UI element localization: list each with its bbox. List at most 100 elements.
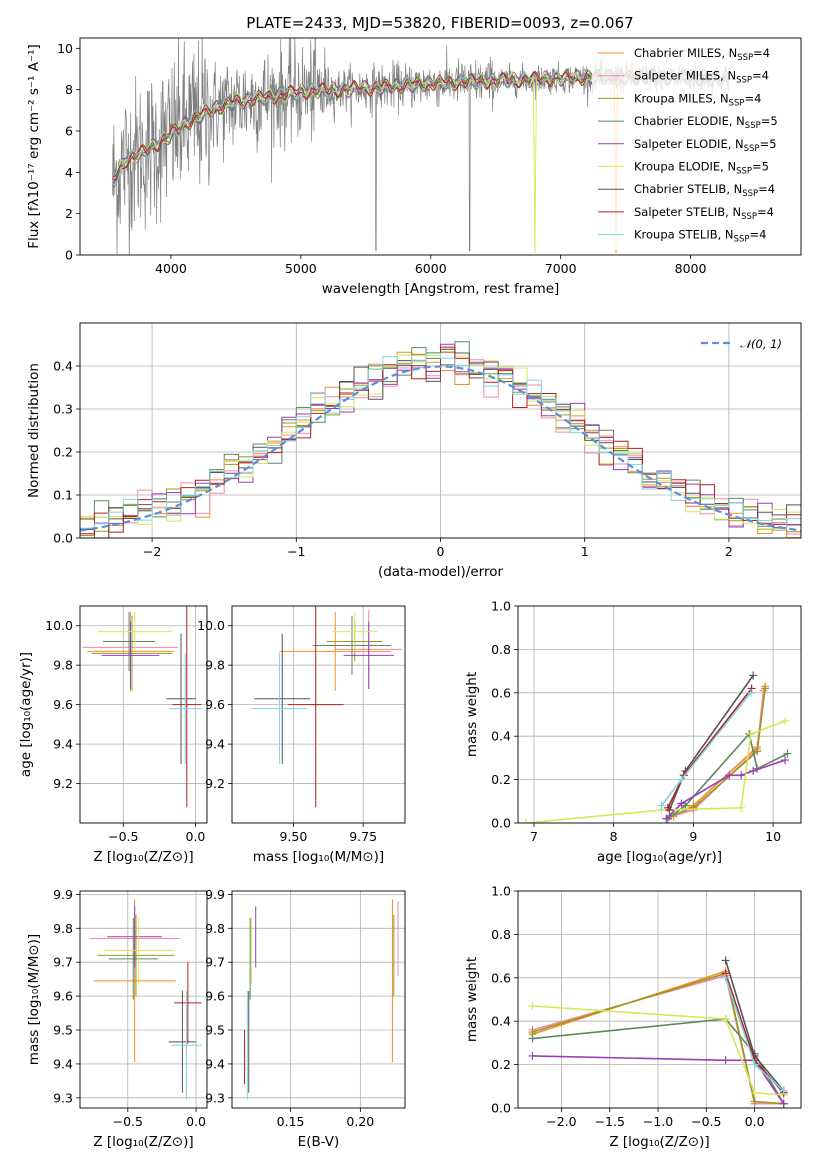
y-tick-label: 9.8 (205, 658, 225, 673)
legend-suffix: =4 (757, 205, 774, 219)
y-tick-label: 0.4 (491, 1014, 511, 1029)
errorbar-salpeter-elodie (107, 906, 162, 968)
legend-sub: SSP (736, 167, 752, 177)
x-axis-label: Z [log₁₀(Z/Z⊙)] (609, 1134, 709, 1150)
y-tick-label: 9.8 (53, 658, 73, 673)
y-tick-label: 2 (65, 206, 73, 221)
x-axis-label: Z [log₁₀(Z/Z⊙)] (93, 849, 193, 865)
legend-sub: SSP (729, 98, 745, 108)
errorbar-salpeter-elodie (101, 621, 160, 689)
legend-suffix: =4 (758, 182, 775, 196)
errorbar-chabrier-elodie (103, 611, 156, 672)
legend-box (592, 42, 797, 250)
y-tick-label: 9.8 (53, 921, 73, 936)
legend-suffix: =4 (744, 91, 761, 105)
plot-area-age_vs_mass (251, 606, 403, 808)
x-tick-label: −1 (287, 544, 305, 559)
y-tick-label: 9.6 (53, 989, 73, 1004)
x-tick-label: 0.0 (186, 1114, 206, 1129)
series-point-marker (749, 766, 758, 775)
y-tick-label: 0.0 (491, 816, 511, 831)
series-point-marker (528, 1034, 537, 1043)
legend-entry-salpeter-miles: Salpeter MILES, NSSP=4 (634, 69, 769, 86)
y-tick-label: 0.6 (491, 685, 511, 700)
normal-distribution-curve (80, 365, 801, 532)
errorbar-chabrier-elodie (108, 918, 158, 1000)
y-tick-label: 0.4 (53, 359, 73, 374)
x-tick-label: 0.15 (277, 1114, 305, 1129)
plot-area-residuals (80, 341, 801, 538)
y-tick-label: 9.9 (53, 887, 73, 902)
x-tick-label: 10 (765, 829, 781, 844)
errorbar-salpeter-stelib (174, 962, 202, 1044)
legend-entry-chabrier-stelib: Chabrier STELIB, NSSP=4 (634, 182, 775, 199)
series-point-marker (746, 730, 755, 739)
legend-label: Kroupa STELIB, N (634, 228, 734, 242)
y-tick-label: 9.3 (205, 1090, 225, 1105)
series-point-marker (721, 1015, 730, 1024)
legend-label: Salpeter MILES, N (634, 69, 736, 83)
series-point-marker (721, 973, 730, 982)
legend-sub: SSP (734, 235, 750, 245)
y-tick-label: 9.6 (205, 989, 225, 1004)
x-tick-label: 6000 (415, 261, 447, 276)
x-tick-label: 5000 (285, 261, 317, 276)
errorbar-salpeter-stelib (172, 606, 202, 808)
x-tick-label: 2 (725, 544, 733, 559)
legend-label: Chabrier ELODIE, N (634, 114, 745, 128)
y-axis-label: age [log₁₀(age/yr)] (18, 652, 34, 777)
legend-suffix: =4 (753, 46, 770, 60)
x-tick-label: 0.20 (346, 1114, 374, 1129)
axes-frame (517, 605, 802, 824)
legend-sub: SSP (744, 144, 760, 154)
series-point-marker (521, 819, 530, 823)
errorbar-kroupa-miles (91, 615, 173, 691)
axes-frame (231, 605, 406, 824)
legend-entry-kroupa-elodie: Kroupa ELODIE, NSSP=5 (634, 160, 769, 177)
axes-mass_vs_Z: −0.5 0.0 9.3 9.4 9.5 9.6 9.7 9.8 9.9 Z [log₁₀(Z/Z… (26, 887, 208, 1150)
series-point-marker (779, 1099, 788, 1108)
legend-suffix: =5 (760, 137, 777, 151)
y-tick-label: 9.5 (53, 1023, 73, 1038)
y-tick-label: 4 (65, 165, 73, 180)
x-tick-label: −1.5 (595, 1114, 625, 1129)
series-point-marker (750, 1060, 759, 1069)
axes-frame (79, 37, 802, 256)
series-point-marker (677, 799, 686, 808)
y-tick-label: 8 (65, 82, 73, 97)
axes-age_vs_Z: −0.5 0.0 9.2 9.4 9.6 9.8 10.0 Z [log₁₀(Z/Z⊙)] ag… (18, 605, 208, 865)
y-tick-label: 0.4 (491, 729, 511, 744)
y-tick-label: 9.4 (53, 1056, 73, 1071)
y-tick-label: 9.4 (205, 737, 225, 752)
axes-frame (79, 890, 208, 1109)
legend-sub: SSP (741, 212, 757, 222)
errorbar-kroupa-stelib (251, 653, 308, 764)
axes-residuals: −2 −1 0 1 2 0.0 0.1 0.2 0.3 0.4 (data-model)/error… (26, 322, 802, 580)
legend-suffix: =5 (752, 160, 769, 174)
y-axis-label: Flux [fλ10⁻¹⁷ erg cm⁻² s⁻¹ A⁻¹] (26, 44, 42, 249)
series-line (665, 759, 786, 820)
series-point-marker (746, 688, 755, 697)
y-tick-label: 0.2 (491, 772, 511, 787)
y-axis-label: mass weight (464, 672, 480, 757)
legend-entry-chabrier-elodie: Chabrier ELODIE, NSSP=5 (634, 114, 778, 131)
series-point-marker (781, 756, 790, 765)
legend-entry-kroupa-stelib: Kroupa STELIB, NSSP=4 (634, 228, 766, 245)
series-point-marker (725, 771, 734, 780)
errorbar-kroupa-stelib (169, 653, 202, 764)
x-tick-label: 9.75 (349, 829, 377, 844)
y-axis-label: mass [log₁₀(M/M⊙)] (26, 934, 42, 1065)
x-tick-label: 8000 (675, 261, 707, 276)
series-point-marker (749, 671, 758, 680)
y-tick-label: 0.2 (491, 1057, 511, 1072)
series-line (669, 688, 766, 818)
x-axis-label: E(B-V) (298, 1134, 340, 1150)
axes-age_vs_mass: 9.50 9.75 9.2 9.4 9.6 9.8 10.0 mass [log₁₀(M/M⊙… (197, 605, 406, 865)
series-line (532, 1055, 785, 1105)
x-axis-label: Z [log₁₀(Z/Z⊙)] (93, 1134, 193, 1150)
y-tick-label: 9.4 (205, 1056, 225, 1071)
y-tick-label: 0.0 (53, 531, 73, 546)
series-point-marker (677, 775, 686, 784)
